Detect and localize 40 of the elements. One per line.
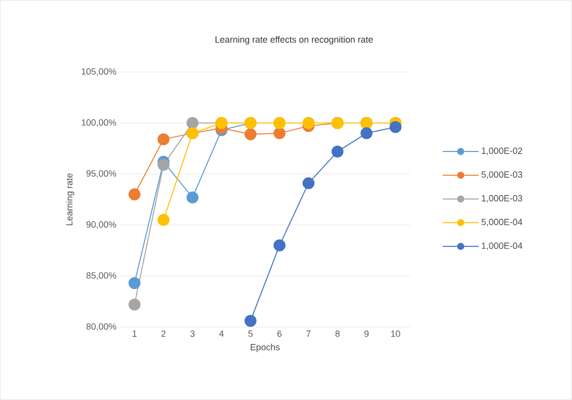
x-tick-label: 4 [219,330,224,337]
point [158,158,170,171]
x-tick-label: 6 [277,330,282,337]
x-tick-label: 10 [391,330,400,337]
point [302,177,314,190]
y-tick-label: 105,00% [82,68,116,76]
point [390,121,402,134]
point [274,127,286,140]
legend-label: 5,000E-04 [482,218,522,226]
point [128,298,140,311]
x-tick-label: 2 [161,330,166,337]
x-axis-title: Epochs [250,344,280,352]
point [244,314,256,327]
x-tick-label: 3 [190,330,195,337]
chart-title: Learning rate effects on recognition rate [216,36,373,44]
legend-label: 5,000E-03 [482,171,522,179]
point [158,133,170,146]
point [186,191,198,204]
x-tick-label: 7 [306,330,311,337]
y-tick-label: 95,00% [86,170,116,178]
x-tick-label: 9 [364,330,369,337]
y-tick-label: 100,00% [82,119,116,127]
legend-label: 1,000E-04 [482,242,522,250]
point [360,127,372,140]
legend-label: 1,000E-02 [482,148,522,155]
y-tick-label: 80,00% [86,323,116,331]
point [186,117,198,129]
y-axis-title: Learning rate [66,173,74,226]
x-tick-label: 5 [248,330,253,337]
x-tick-label: 1 [132,330,137,337]
y-tick-label: 85,00% [86,272,116,280]
point [128,277,140,290]
x-tick-label: 8 [335,330,340,337]
point [274,239,286,252]
point [158,214,170,226]
y-tick-label: 90,00% [86,221,116,229]
legend-label: 1,000E-03 [482,195,522,202]
point [128,188,140,200]
point [244,128,256,140]
point [332,146,344,158]
